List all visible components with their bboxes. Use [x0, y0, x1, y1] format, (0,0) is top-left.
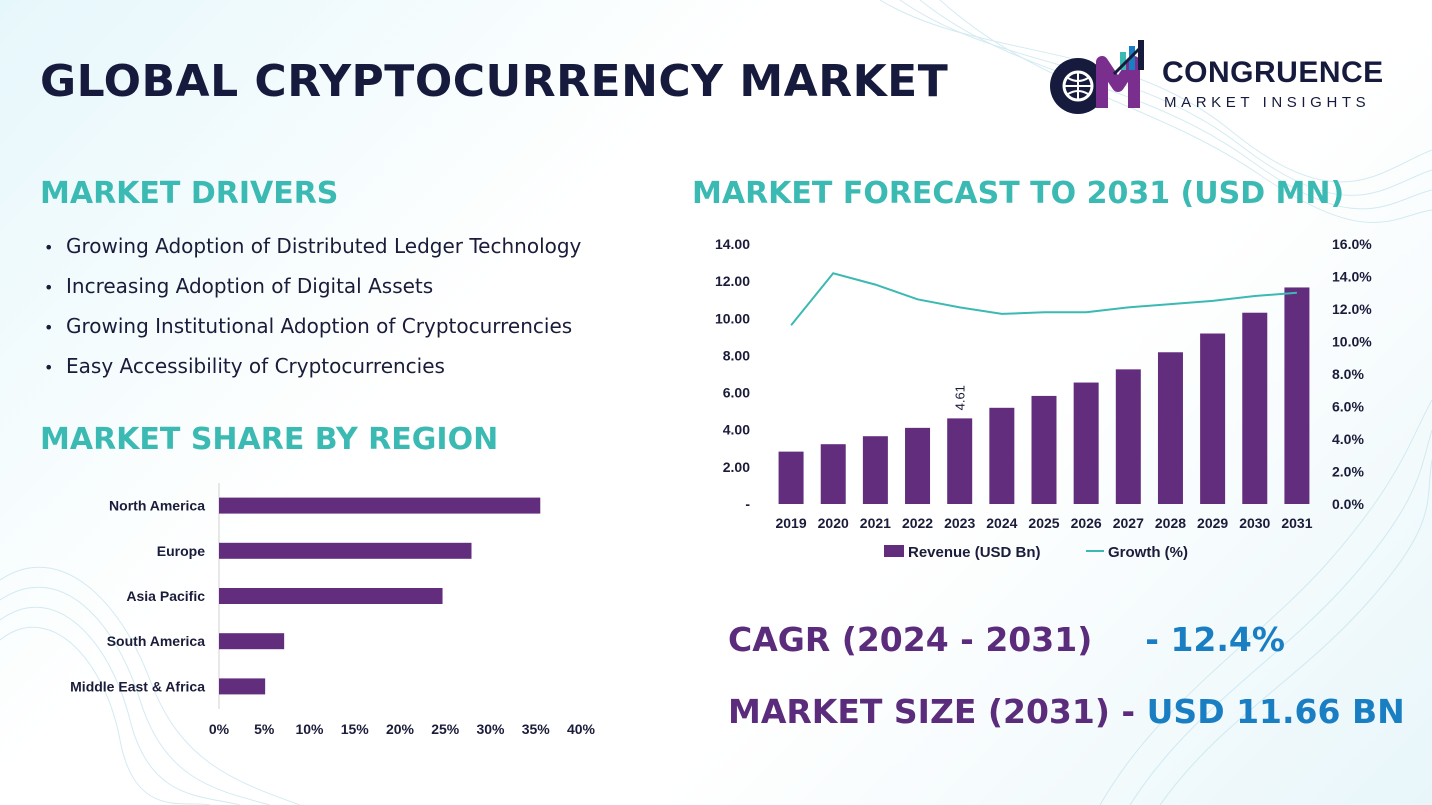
region-title: MARKET SHARE BY REGION	[40, 422, 499, 457]
forecast-year-label: 2021	[860, 515, 891, 531]
forecast-year-label: 2022	[902, 515, 933, 531]
market-size-value: USD 11.66 BN	[1146, 692, 1405, 731]
forecast-year-label: 2029	[1197, 515, 1228, 531]
region-x-tick-label: 25%	[431, 721, 460, 737]
forecast-left-tick-label: 2.00	[723, 459, 750, 475]
driver-item: Easy Accessibility of Cryptocurrencies	[44, 352, 581, 392]
forecast-year-label: 2020	[818, 515, 849, 531]
region-category-label: Middle East & Africa	[70, 678, 205, 694]
region-bar	[219, 633, 285, 650]
forecast-right-tick-label: 0.0%	[1332, 496, 1364, 512]
forecast-year-label: 2024	[986, 515, 1017, 531]
driver-item: Growing Institutional Adoption of Crypto…	[44, 312, 581, 352]
market-size-separator: -	[1121, 692, 1136, 731]
brand-logo: CONGRUENCE MARKET INSIGHTS	[1044, 40, 1404, 120]
forecast-right-tick-label: 10.0%	[1332, 334, 1372, 350]
forecast-revenue-bar	[1284, 287, 1310, 504]
legend-growth-label: Growth (%)	[1108, 544, 1188, 561]
forecast-revenue-bar	[1115, 369, 1141, 504]
forecast-revenue-bar	[989, 407, 1015, 504]
forecast-left-tick-label: 4.00	[723, 422, 750, 438]
region-category-label: North America	[109, 498, 205, 514]
region-x-tick-label: 40%	[567, 721, 596, 737]
region-bar	[219, 542, 472, 559]
forecast-right-tick-label: 12.0%	[1332, 301, 1372, 317]
driver-item: Increasing Adoption of Digital Assets	[44, 272, 581, 312]
region-x-tick-label: 20%	[386, 721, 415, 737]
forecast-revenue-bar	[1073, 382, 1099, 504]
forecast-revenue-bar	[778, 451, 804, 504]
forecast-year-label: 2030	[1239, 515, 1270, 531]
region-bar	[219, 497, 541, 514]
market-size-stat: MARKET SIZE (2031) - USD 11.66 BN	[728, 692, 1405, 731]
forecast-revenue-bar	[862, 436, 888, 504]
forecast-right-tick-label: 8.0%	[1332, 366, 1364, 382]
forecast-revenue-bar	[1242, 312, 1268, 504]
forecast-growth-line	[790, 272, 1297, 326]
forecast-revenue-bar	[905, 427, 931, 504]
region-category-label: South America	[107, 633, 205, 649]
forecast-right-tick-label: 2.0%	[1332, 464, 1364, 480]
forecast-right-tick-label: 6.0%	[1332, 399, 1364, 415]
logo-mark-icon	[1050, 40, 1144, 114]
drivers-title: MARKET DRIVERS	[40, 176, 339, 211]
cagr-stat: CAGR (2024 - 2031) - 12.4%	[728, 620, 1285, 659]
region-bar	[219, 678, 266, 695]
drivers-list: Growing Adoption of Distributed Ledger T…	[44, 232, 581, 392]
region-category-label: Asia Pacific	[126, 588, 205, 604]
forecast-year-label: 2025	[1028, 515, 1059, 531]
region-x-tick-label: 0%	[209, 721, 230, 737]
forecast-revenue-bar	[1031, 395, 1057, 504]
forecast-left-tick-label: 6.00	[723, 385, 750, 401]
page-title: GLOBAL CRYPTOCURRENCY MARKET	[40, 56, 949, 107]
forecast-year-label: 2019	[775, 515, 806, 531]
cagr-label: CAGR (2024 - 2031)	[728, 620, 1093, 659]
region-x-tick-label: 35%	[522, 721, 551, 737]
forecast-title: MARKET FORECAST TO 2031 (USD MN)	[692, 176, 1345, 211]
forecast-revenue-bar	[947, 418, 973, 504]
forecast-year-label: 2023	[944, 515, 975, 531]
forecast-year-label: 2027	[1113, 515, 1144, 531]
legend-revenue-swatch	[884, 545, 904, 557]
forecast-left-tick-label: 10.00	[715, 310, 750, 326]
cagr-value: - 12.4%	[1145, 620, 1285, 659]
forecast-revenue-bar	[820, 444, 846, 504]
logo-tagline: MARKET INSIGHTS	[1164, 94, 1371, 111]
forecast-left-tick-label: 12.00	[715, 273, 750, 289]
forecast-revenue-bar	[1157, 352, 1183, 504]
forecast-year-label: 2028	[1155, 515, 1186, 531]
forecast-revenue-bar	[1200, 333, 1226, 504]
driver-item: Growing Adoption of Distributed Ledger T…	[44, 232, 581, 272]
logo-name: CONGRUENCE	[1162, 56, 1384, 89]
forecast-data-label: 4.61	[953, 385, 968, 410]
forecast-left-tick-label: -	[745, 496, 750, 512]
region-x-tick-label: 5%	[254, 721, 275, 737]
forecast-year-label: 2031	[1281, 515, 1312, 531]
forecast-right-tick-label: 4.0%	[1332, 431, 1364, 447]
region-x-tick-label: 10%	[295, 721, 324, 737]
region-x-tick-label: 15%	[341, 721, 370, 737]
forecast-left-tick-label: 14.00	[715, 236, 750, 252]
region-bar	[219, 588, 443, 604]
market-size-label: MARKET SIZE (2031)	[728, 692, 1110, 731]
legend-revenue-label: Revenue (USD Bn)	[908, 544, 1041, 561]
forecast-right-tick-label: 16.0%	[1332, 236, 1372, 252]
forecast-year-label: 2026	[1071, 515, 1102, 531]
region-category-label: Europe	[157, 543, 205, 559]
forecast-right-tick-label: 14.0%	[1332, 269, 1372, 285]
region-x-tick-label: 30%	[476, 721, 505, 737]
forecast-left-tick-label: 8.00	[723, 347, 750, 363]
